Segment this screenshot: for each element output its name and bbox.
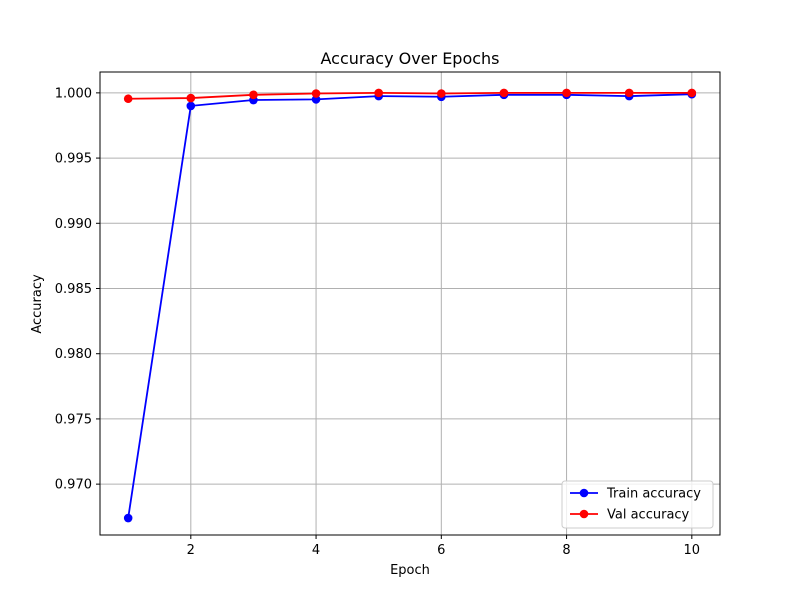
plot-frame <box>99 71 721 536</box>
series-layer <box>123 88 697 523</box>
y-tick-label: 1.000 <box>55 86 92 101</box>
val-accuracy-point <box>687 88 697 98</box>
val-accuracy-point <box>437 89 446 98</box>
legend-box <box>561 480 714 529</box>
val-accuracy-point <box>562 88 571 98</box>
y-tick-label: 0.980 <box>55 347 92 362</box>
val-accuracy-point <box>374 88 383 98</box>
x-tick-label: 10 <box>684 543 701 558</box>
y-tick-label: 0.990 <box>55 217 92 232</box>
x-tick-label: 4 <box>312 543 320 558</box>
train-accuracy-legend-marker <box>579 488 589 498</box>
y-axis-label: Accuracy <box>30 274 45 334</box>
train-accuracy-line <box>127 93 692 519</box>
val-accuracy-line <box>128 91 692 100</box>
chart-title: Accuracy Over Epochs <box>320 49 499 68</box>
x-axis-label: Epoch <box>390 563 430 578</box>
val-accuracy-point <box>186 93 196 103</box>
grid-layer <box>100 72 720 535</box>
x-tick-label: 8 <box>562 543 570 558</box>
val-accuracy-point <box>499 88 509 98</box>
val-accuracy-legend-label: Val accuracy <box>607 508 690 523</box>
y-tick-label: 0.995 <box>55 152 92 167</box>
train-accuracy-legend-label: Train accuracy <box>606 487 701 502</box>
val-accuracy-legend-marker <box>579 509 589 519</box>
y-tick-label: 0.975 <box>55 412 92 427</box>
y-tick-label: 0.970 <box>55 478 92 493</box>
axes-layer: 2 4 6 8 10 0.970 0.975 0.980 0.985 0.990 0.995 1.00… <box>55 71 721 558</box>
x-tick-label: 6 <box>437 543 445 558</box>
train-accuracy-point <box>186 101 196 111</box>
legend: Train accuracy Val accuracy <box>561 480 714 529</box>
y-tick-label: 0.985 <box>55 282 92 297</box>
x-tick-label: 2 <box>187 543 195 558</box>
val-accuracy-point <box>249 90 258 100</box>
val-accuracy-point <box>624 88 634 98</box>
val-accuracy-point <box>311 89 321 98</box>
val-accuracy-point <box>123 94 133 104</box>
train-accuracy-point <box>123 513 133 523</box>
